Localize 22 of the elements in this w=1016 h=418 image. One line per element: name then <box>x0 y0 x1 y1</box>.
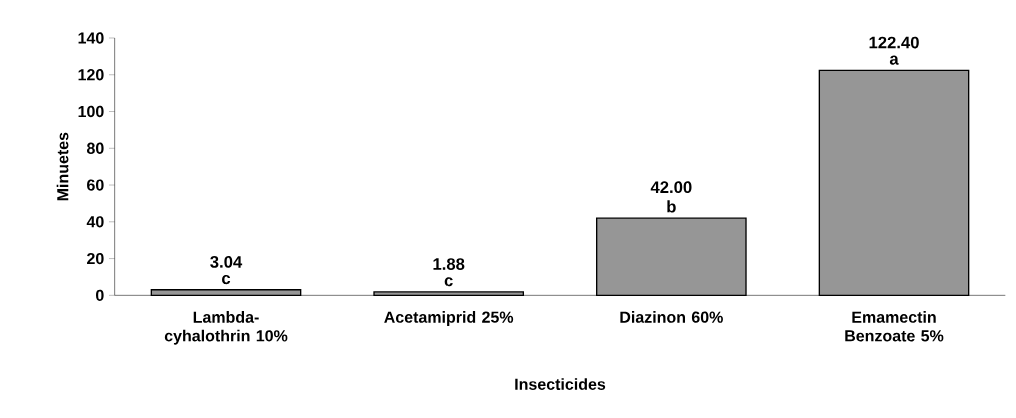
y-tick-label: 20 <box>87 252 104 265</box>
x-tick-label: Emamectin Benzoate 5% <box>845 311 944 342</box>
y-axis-title: Minuetes <box>56 132 69 201</box>
annotation: b <box>667 200 676 213</box>
data-label: 122.40 <box>869 36 919 49</box>
x-tick-label: Lambda-cyhalothrin 10% <box>164 311 288 345</box>
data-label: 1.88 <box>433 258 465 270</box>
y-tick-label: 140 <box>78 32 104 44</box>
y-tick-label: 40 <box>86 216 104 228</box>
data-label: 3.04 <box>210 256 243 268</box>
annotation: c <box>444 277 453 287</box>
x-tick-label: Acetamiprid 25% <box>384 311 514 326</box>
data-label: 42.00 <box>650 181 692 194</box>
annotation: c <box>222 275 231 285</box>
annotation: a <box>889 55 899 65</box>
y-tick-label: 120 <box>78 69 104 81</box>
y-tick-label: 0 <box>96 289 104 301</box>
y-tick-label: 100 <box>78 105 104 118</box>
y-tick-label: 60 <box>87 179 104 191</box>
x-axis-title: Insecticides <box>515 378 606 390</box>
x-tick-label: Diazinon 60% <box>620 311 723 323</box>
y-tick-label: 80 <box>86 142 104 154</box>
